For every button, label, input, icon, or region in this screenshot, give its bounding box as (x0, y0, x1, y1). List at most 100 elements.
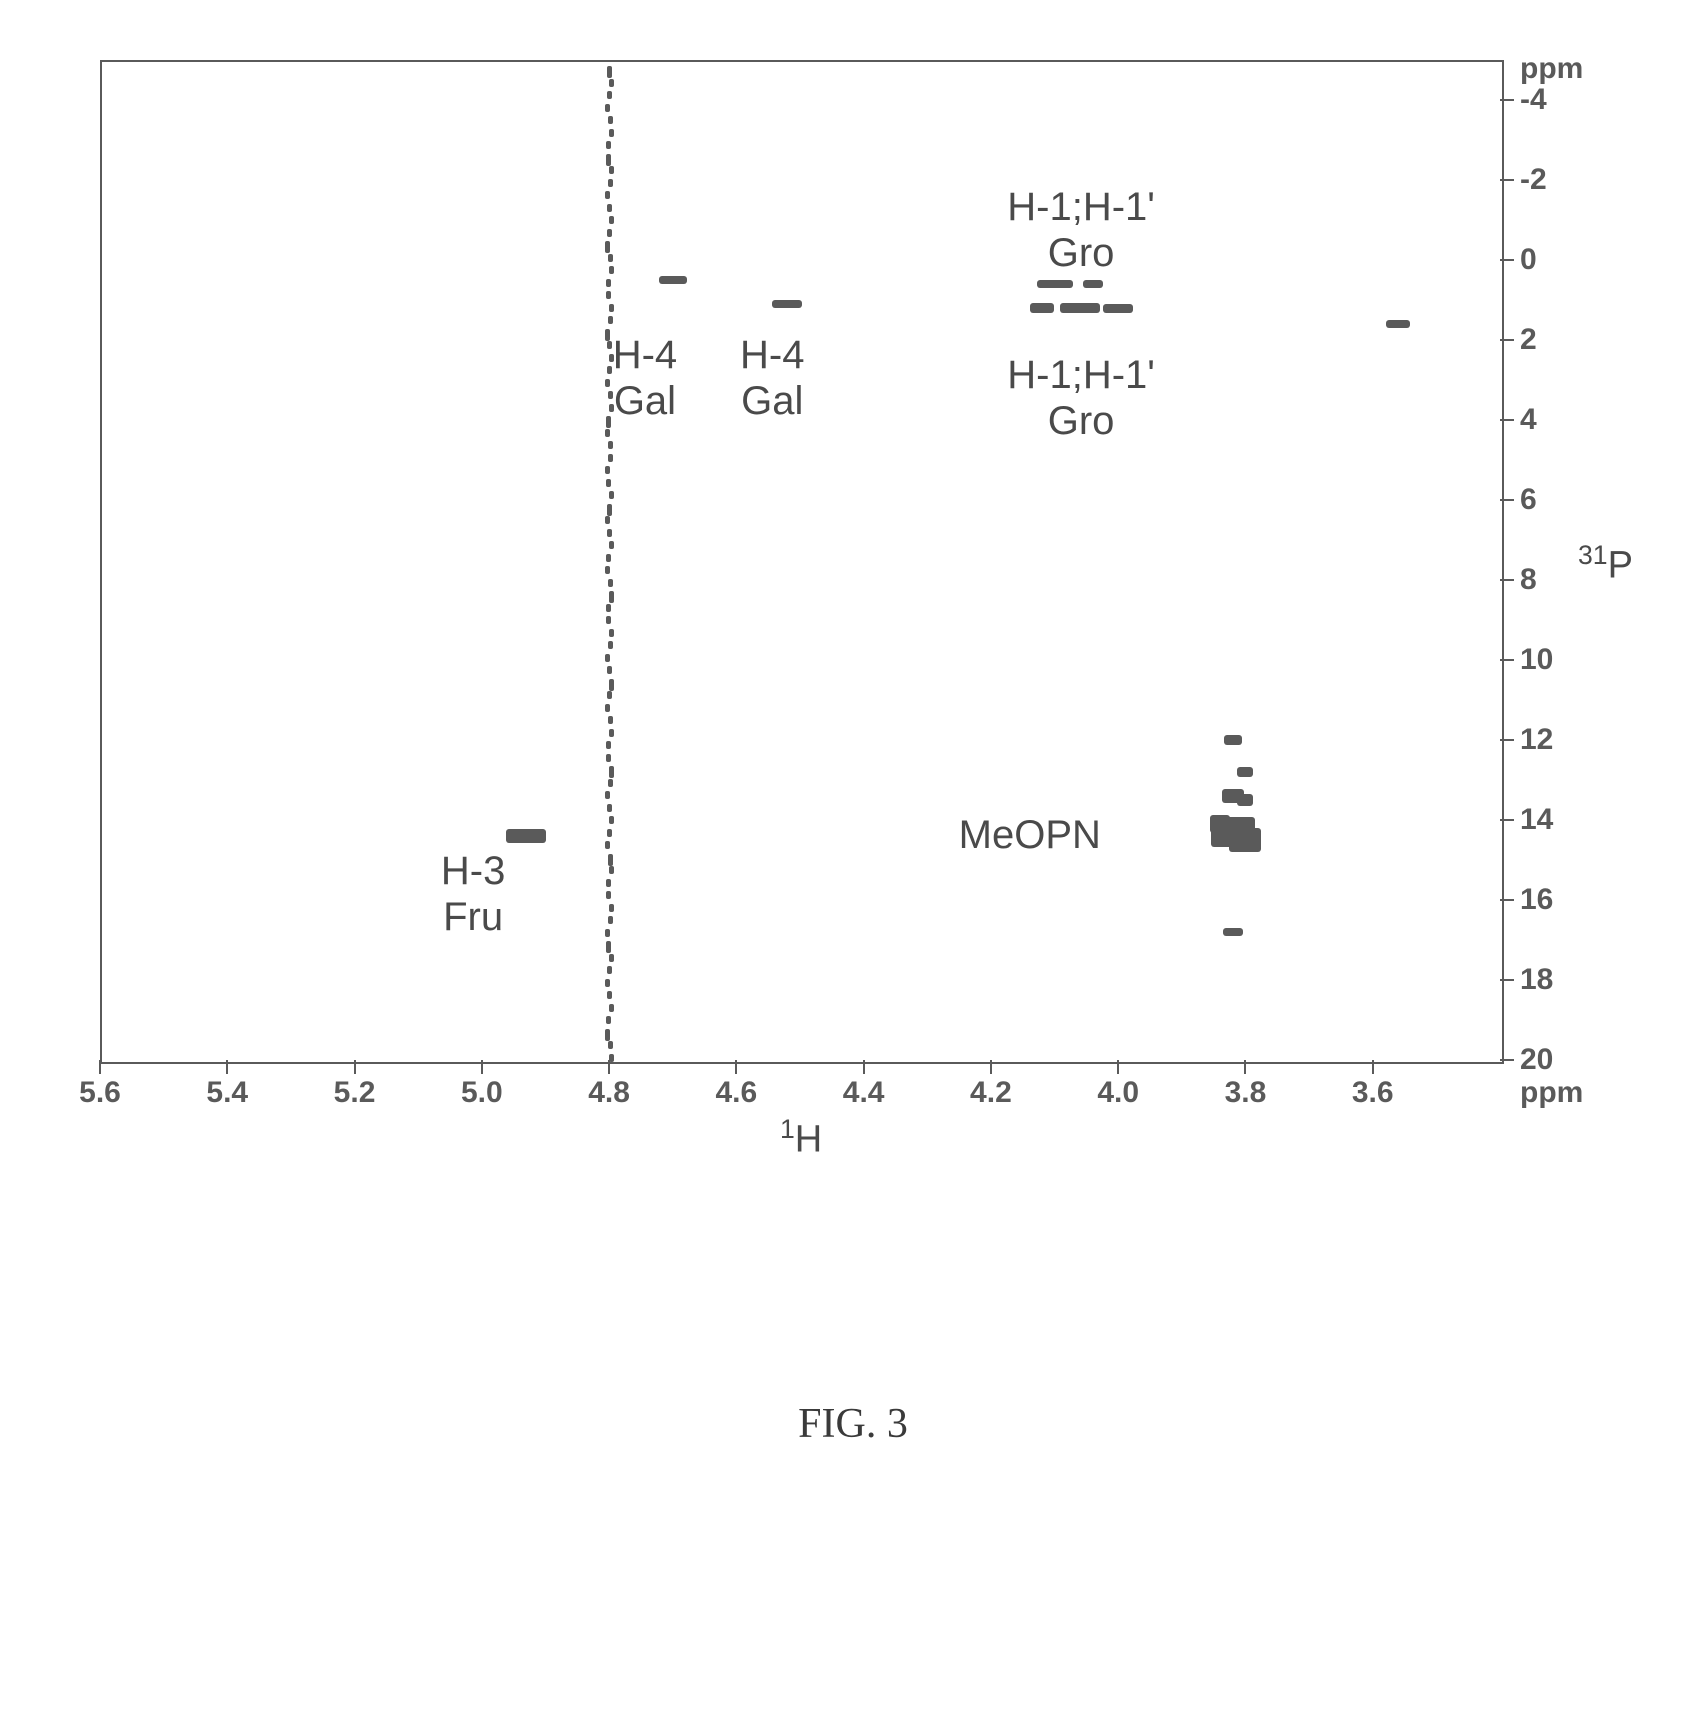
peak-annotation: H-4Gal (740, 332, 804, 424)
water-line-dot (607, 529, 612, 537)
water-line-dot (609, 266, 614, 274)
x-tick-label: 4.4 (843, 1076, 885, 1110)
water-line-dot (605, 929, 610, 937)
y-tick (1500, 739, 1514, 741)
water-line-dot (606, 891, 611, 899)
water-line-dot (606, 754, 611, 762)
water-line-dot (609, 904, 614, 912)
water-line-dot (609, 1054, 614, 1062)
y-tick-label: 12 (1520, 723, 1553, 757)
water-line-dot (606, 741, 611, 749)
peak-annotation: H-1;H-1'Gro (1007, 184, 1155, 276)
water-line-dot (609, 541, 614, 549)
y-axis-unit: ppm (1520, 52, 1583, 86)
cross-peak (1210, 815, 1230, 833)
water-line-dot (609, 591, 614, 603)
water-line-dot (605, 791, 610, 799)
y-tick (1500, 499, 1514, 501)
y-tick (1500, 179, 1514, 181)
x-tick (481, 1060, 483, 1074)
water-line-dot (607, 91, 612, 99)
cross-peak (1386, 320, 1410, 328)
x-tick-label: 4.6 (716, 1076, 758, 1110)
water-line-dot (608, 716, 613, 724)
water-line-dot (605, 841, 610, 849)
y-tick-label: 14 (1520, 803, 1553, 837)
water-line-dot (609, 766, 614, 778)
water-line-dot (607, 804, 612, 812)
peak-annotation: H-1;H-1'Gro (1007, 352, 1155, 444)
water-line-dot (605, 516, 610, 524)
water-line-dot (608, 316, 613, 324)
water-line-dot (609, 304, 614, 312)
x-tick (1117, 1060, 1119, 1074)
water-line-dot (608, 579, 613, 587)
water-line-dot (606, 416, 611, 428)
y-tick (1500, 979, 1514, 981)
water-line-dot (607, 829, 612, 837)
cross-peak (1030, 303, 1054, 313)
water-line-dot (609, 79, 614, 87)
water-line-dot (605, 1029, 610, 1041)
plot-wrapper: ppm ppm 1H 31P 5.65.45.25.04.84.64.44.24… (40, 40, 1666, 1160)
cross-peak (506, 829, 546, 843)
water-line-dot (606, 554, 611, 562)
water-line-dot (605, 654, 610, 662)
x-tick-label: 4.0 (1097, 1076, 1139, 1110)
y-tick (1500, 259, 1514, 261)
water-line-dot (608, 916, 613, 924)
x-tick (1372, 1060, 1374, 1074)
y-tick (1500, 659, 1514, 661)
x-tick (735, 1060, 737, 1074)
y-tick-label: 4 (1520, 403, 1537, 437)
water-line-dot (609, 954, 614, 962)
water-line-dot (606, 279, 611, 287)
nmr-figure: ppm ppm 1H 31P 5.65.45.25.04.84.64.44.24… (40, 40, 1666, 1448)
x-tick-label: 5.2 (334, 1076, 376, 1110)
y-tick (1500, 1059, 1514, 1061)
cross-peak (1060, 303, 1100, 313)
y-tick-label: 18 (1520, 963, 1553, 997)
y-tick-label: 6 (1520, 483, 1537, 517)
y-tick-label: -4 (1520, 83, 1547, 117)
y-tick (1500, 899, 1514, 901)
x-tick-label: 4.8 (588, 1076, 630, 1110)
water-line-dot (609, 679, 614, 691)
water-line-dot (607, 204, 612, 212)
x-tick-label: 3.6 (1352, 1076, 1394, 1110)
water-line-dot (606, 616, 611, 624)
x-tick-label: 4.2 (970, 1076, 1012, 1110)
cross-peak (1237, 767, 1253, 777)
water-line-dot (606, 154, 611, 166)
water-line-dot (608, 454, 613, 462)
water-line-dot (608, 854, 613, 866)
cross-peak (659, 276, 687, 284)
water-line-dot (605, 241, 610, 253)
cross-peak (1037, 280, 1073, 288)
water-line-dot (608, 116, 613, 124)
water-line-dot (606, 941, 611, 953)
water-line-dot (605, 466, 610, 474)
y-tick (1500, 579, 1514, 581)
y-tick-label: 2 (1520, 323, 1537, 357)
cross-peak (1237, 794, 1253, 806)
x-tick-label: 5.4 (206, 1076, 248, 1110)
cross-peak (772, 300, 802, 308)
water-line-dot (609, 816, 614, 824)
water-line-dot (608, 254, 613, 262)
water-line-dot (608, 441, 613, 449)
y-tick-label: 0 (1520, 243, 1537, 277)
water-line-dot (605, 979, 610, 987)
y-tick-label: 10 (1520, 643, 1553, 677)
water-line-dot (605, 104, 610, 112)
water-line-dot (607, 504, 612, 516)
water-line-dot (605, 379, 610, 387)
y-tick (1500, 99, 1514, 101)
peak-annotation: MeOPN (959, 812, 1101, 858)
y-tick (1500, 419, 1514, 421)
y-tick-label: -2 (1520, 163, 1547, 197)
water-line-dot (606, 479, 611, 487)
cross-peak (1083, 280, 1103, 288)
y-tick (1500, 819, 1514, 821)
x-axis-unit: ppm (1520, 1076, 1583, 1110)
